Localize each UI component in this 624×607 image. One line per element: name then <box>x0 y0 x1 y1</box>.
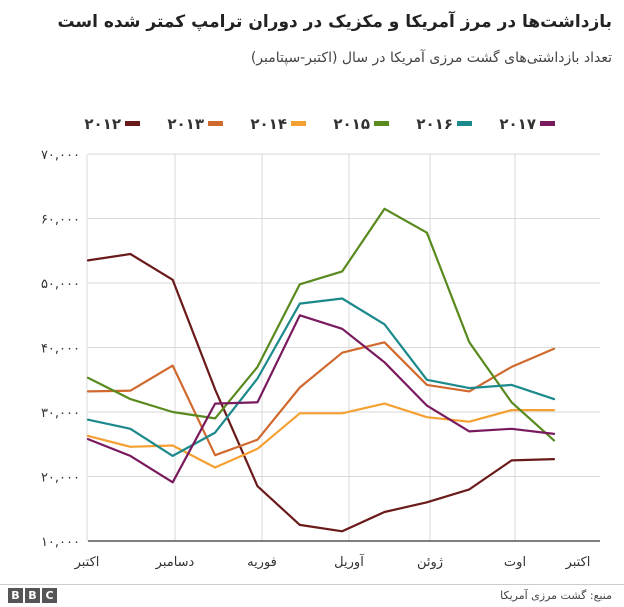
legend-swatch <box>374 121 389 126</box>
legend-swatch <box>457 121 472 126</box>
legend-label: ۲۰۱۷ <box>499 115 536 133</box>
legend-label: ۲۰۱۵ <box>333 115 370 133</box>
chart-subtitle: تعداد بازداشتی‌های گشت مرزی آمریکا در سا… <box>250 50 612 66</box>
bbc-logo-letter: C <box>42 588 57 603</box>
series-line <box>86 297 556 457</box>
chart-title: بازداشت‌ها در مرز آمریکا و مکزیک در دورا… <box>57 12 612 32</box>
series-line <box>86 207 556 442</box>
bbc-logo: B B C <box>8 588 57 603</box>
y-tick-label: ۶۰,۰۰۰ <box>41 213 80 228</box>
x-tick-label: دسامبر <box>155 555 195 570</box>
bbc-logo-letter: B <box>25 588 40 603</box>
x-tick-label: اکتبر <box>565 555 591 570</box>
legend-swatch <box>540 121 555 126</box>
legend-swatch <box>291 121 306 126</box>
legend-swatch <box>125 121 140 126</box>
legend-label: ۲۰۱۶ <box>416 115 453 133</box>
series-line <box>86 341 556 457</box>
x-tick-label: ژوئن <box>417 555 443 570</box>
y-tick-label: ۱۰,۰۰۰ <box>41 535 80 550</box>
x-tick-label: اوت <box>504 555 526 570</box>
series-line <box>86 314 556 484</box>
source-note: منبع: گشت مرزی آمریکا <box>500 589 612 602</box>
y-tick-label: ۴۰,۰۰۰ <box>41 342 80 357</box>
y-tick-label: ۳۰,۰۰۰ <box>41 406 80 421</box>
legend-label: ۲۰۱۳ <box>167 115 204 133</box>
legend-label: ۲۰۱۴ <box>250 115 287 133</box>
x-tick-label: اکتبر <box>74 555 100 570</box>
y-tick-label: ۲۰,۰۰۰ <box>41 471 80 486</box>
bbc-logo-letter: B <box>8 588 23 603</box>
footer-divider <box>0 584 624 585</box>
x-tick-label: آوریل <box>334 553 365 570</box>
series-line <box>86 402 556 469</box>
line-chart: ۱۰,۰۰۰ ۲۰,۰۰۰ ۳۰,۰۰۰ ۴۰,۰۰۰ ۵۰,۰۰۰ ۶۰,۰۰۰ ۷۰,۰… <box>41 115 600 570</box>
y-tick-label: ۷۰,۰۰۰ <box>41 148 80 163</box>
legend-swatch <box>208 121 223 126</box>
y-tick-label: ۵۰,۰۰۰ <box>41 277 80 292</box>
series-line <box>86 252 556 533</box>
x-tick-label: فوریه <box>247 555 277 570</box>
legend-label: ۲۰۱۲ <box>84 115 121 133</box>
